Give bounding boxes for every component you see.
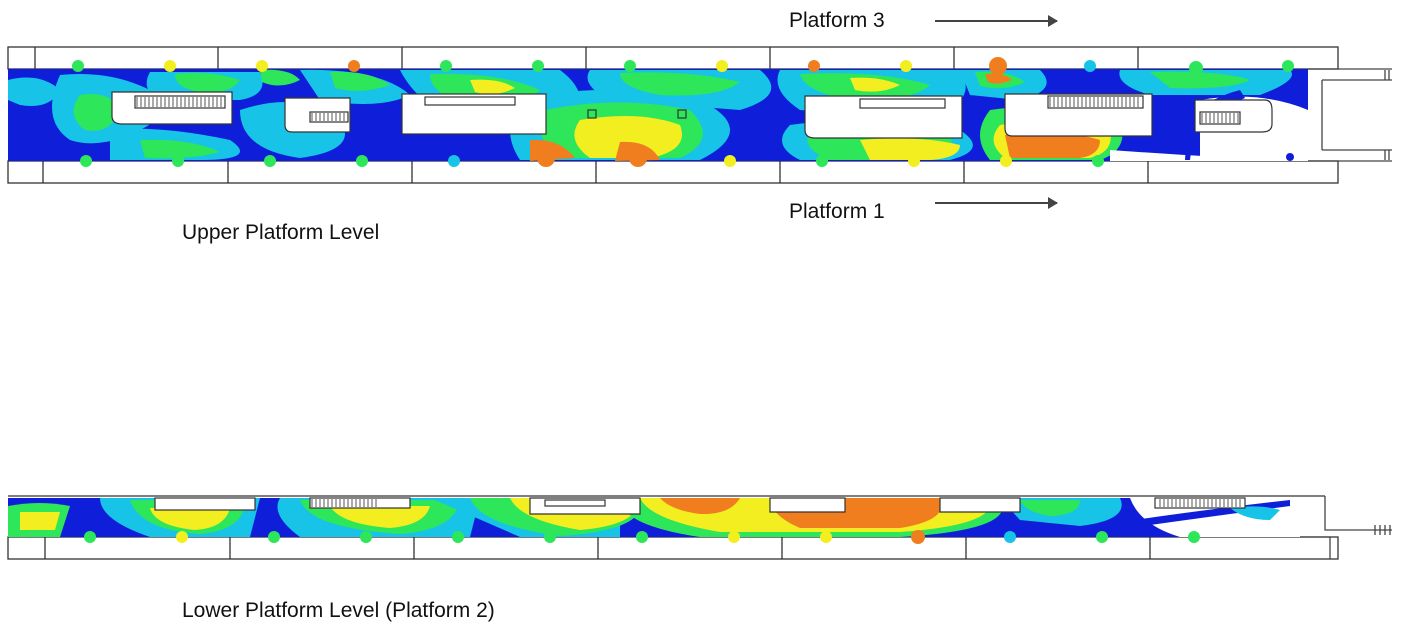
upper-platform-1-edge xyxy=(7,160,1339,184)
lower-stair-treads xyxy=(311,499,1241,507)
lower-tunnel-portal xyxy=(1300,496,1392,559)
platform-1-label: Platform 1 xyxy=(789,200,885,223)
upper-platform-3-edge xyxy=(7,46,1339,70)
upper-stair-treads xyxy=(136,97,1239,123)
lower-density-heatmap xyxy=(8,498,1300,544)
platform-1-arrow xyxy=(935,197,1058,209)
upper-level-label: Upper Platform Level xyxy=(182,221,380,244)
upper-tunnel-portal xyxy=(1308,68,1392,162)
lower-platform-edge xyxy=(7,495,1339,560)
lower-level-label: Lower Platform Level (Platform 2) xyxy=(182,599,495,622)
platform-3-arrow xyxy=(935,15,1058,27)
platform-3-label: Platform 3 xyxy=(789,9,885,32)
